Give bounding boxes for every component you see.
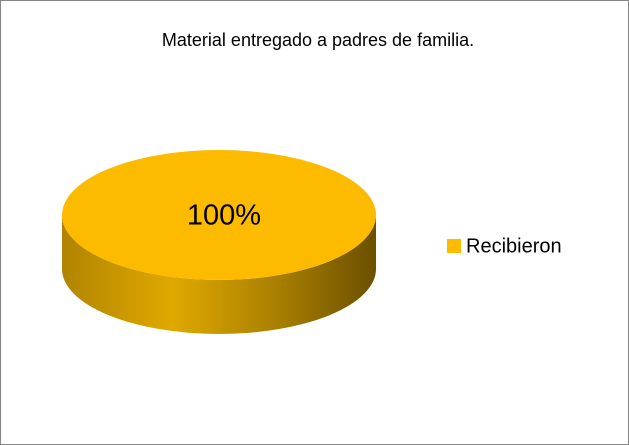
data-label: 100%: [187, 200, 261, 232]
pie-slice: [62, 150, 376, 280]
legend-swatch: [447, 239, 461, 253]
pie-side: [62, 215, 376, 334]
legend-label: Recibieron: [466, 235, 562, 257]
chart-title: Material entregado a padres de familia.: [162, 30, 474, 50]
